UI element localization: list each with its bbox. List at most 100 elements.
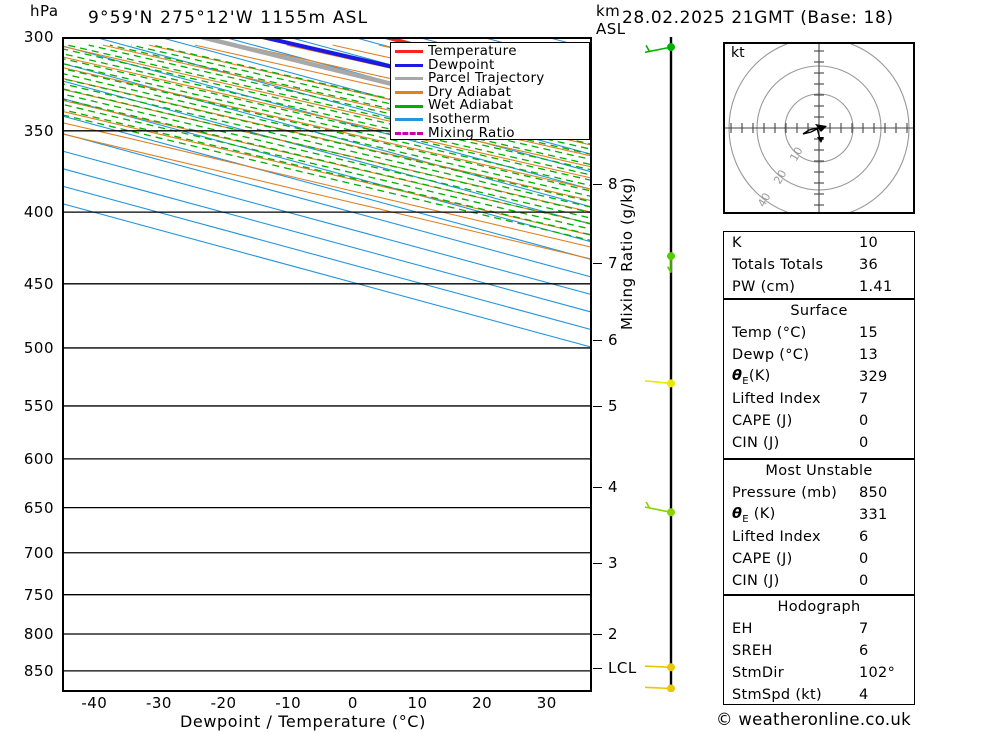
index-label: CIN (J): [732, 573, 780, 589]
panel-title: Surface: [790, 303, 848, 319]
altitude-tick-mark: [593, 406, 602, 407]
altitude-tick-mark: [593, 184, 602, 185]
index-row: CIN (J) 0: [724, 432, 914, 454]
basic-indices-panel: K 10 Totals Totals 36 PW (cm) 1.41: [723, 231, 915, 299]
legend-swatch: [395, 118, 423, 122]
index-value: 102°: [859, 665, 896, 681]
index-row: θE (K) 331: [724, 504, 914, 526]
index-value: 331: [859, 507, 888, 523]
index-row: CAPE (J) 0: [724, 410, 914, 432]
altitude-unit-label: km: [596, 2, 621, 20]
index-row: SREH 6: [724, 640, 914, 662]
index-value: 6: [859, 529, 869, 545]
pressure-tick-label: 600: [23, 449, 54, 468]
legend-item: Temperature: [395, 43, 589, 59]
pressure-tick-label: 750: [23, 585, 54, 604]
legend-item: Dry Adiabat: [395, 85, 589, 100]
hodograph-plot: 10 20 40: [723, 37, 915, 219]
legend-item: Dewpoint: [395, 56, 589, 73]
hodograph-marker-upper: [815, 124, 827, 132]
altitude-tick-mark: [593, 263, 602, 264]
hodograph-marker-lower: [817, 137, 824, 143]
index-label: SREH: [732, 643, 773, 659]
index-row: CAPE (J) 0: [724, 548, 914, 570]
temperature-tick-label: -10: [275, 694, 302, 712]
surface-parcel-panel: Surface Temp (°C) 15 Dewp (°C) 13 θE(K) 329 Lif…: [723, 299, 915, 459]
index-label: StmDir: [732, 665, 784, 681]
chart-legend: Temperature Dewpoint Parcel Trajectory Dry …: [390, 42, 590, 140]
hodograph-ring-label: 10: [787, 145, 805, 164]
legend-label: Mixing Ratio: [428, 124, 515, 141]
altitude-tick-label: 3: [608, 554, 619, 572]
index-value: 15: [859, 325, 879, 341]
pressure-tick-label: 800: [23, 624, 54, 643]
pressure-tick-label: 850: [23, 661, 54, 680]
index-row: Dewp (°C) 13: [724, 344, 914, 366]
hodograph-stats-panel: Hodograph EH 7 SREH 6 StmDir 102° StmSpd (kt) 4: [723, 595, 915, 705]
altitude-tick-label: 5: [608, 397, 619, 415]
pressure-tick-label: 400: [23, 203, 54, 222]
hodograph-ring-label: 40: [755, 191, 773, 210]
legend-swatch: [395, 131, 423, 135]
wind-barb-column: [636, 37, 717, 693]
index-row: Lifted Index 6: [724, 526, 914, 548]
legend-swatch: [395, 50, 423, 54]
index-row: PW (cm) 1.41: [724, 276, 914, 298]
altitude-tick-mark: [593, 340, 602, 341]
altitude-tick-label: 4: [608, 478, 619, 496]
temperature-tick-label: 0: [347, 694, 358, 712]
temperature-tick-label: -20: [210, 694, 237, 712]
index-label: CAPE (J): [732, 413, 793, 429]
pressure-unit-label: hPa: [30, 2, 59, 20]
index-row: K 10: [724, 232, 914, 254]
index-label: CIN (J): [732, 435, 780, 451]
hodograph-unit-label: kt: [731, 45, 745, 61]
panel-title: Most Unstable: [765, 463, 873, 479]
index-label: EH: [732, 621, 753, 637]
wind-barb: [666, 252, 675, 273]
altitude-tick-mark: [593, 563, 602, 564]
pressure-tick-label: 550: [23, 396, 54, 415]
pressure-tick-label: 700: [23, 543, 54, 562]
index-label: CAPE (J): [732, 551, 793, 567]
index-row: StmSpd (kt) 4: [724, 684, 914, 706]
temperature-tick-label: 30: [536, 694, 557, 712]
index-label: θE (K): [732, 505, 776, 525]
legend-item: Parcel Trajectory: [395, 72, 589, 86]
skewt-plot-svg: 12346810152025: [62, 37, 592, 672]
index-label: Dewp (°C): [732, 347, 810, 363]
index-value: 0: [859, 413, 869, 429]
index-label: StmSpd (kt): [732, 687, 822, 703]
index-value: 1.41: [859, 279, 893, 295]
legend-label: Dewpoint: [428, 56, 495, 73]
pressure-tick-label: 350: [23, 121, 54, 140]
asl-unit-label: ASL: [596, 20, 626, 38]
index-label: Pressure (mb): [732, 485, 838, 501]
temperature-tick-label: -40: [81, 694, 108, 712]
index-row: EH 7: [724, 618, 914, 640]
index-value: 850: [859, 485, 888, 501]
index-value: 13: [859, 347, 879, 363]
index-row: Lifted Index 7: [724, 388, 914, 410]
lcl-tick-mark: [593, 668, 602, 669]
pressure-tick-label: 300: [23, 28, 54, 46]
index-value: 10: [859, 235, 879, 251]
legend-label: Wet Adiabat: [428, 97, 514, 114]
isobar-lines: [62, 37, 592, 672]
legend-label: Temperature: [428, 43, 517, 59]
legend-item: Wet Adiabat: [395, 99, 589, 113]
pressure-tick-label: 500: [23, 338, 54, 357]
index-row: θE(K) 329: [724, 366, 914, 388]
index-label: Temp (°C): [732, 325, 807, 341]
mixing-ratio-axis-title: Mixing Ratio (g/kg): [618, 176, 636, 330]
legend-swatch: [395, 104, 423, 108]
legend-label: Isotherm: [428, 110, 491, 127]
wind-barb: [636, 41, 675, 54]
index-label: PW (cm): [732, 279, 796, 295]
most-unstable-panel: Most Unstable Pressure (mb) 850 θE (K) 331 Li…: [723, 459, 915, 595]
pressure-tick-label: 650: [23, 498, 54, 517]
legend-item: Isotherm: [395, 110, 589, 127]
temperature-tick-label: 20: [472, 694, 493, 712]
altitude-tick-mark: [593, 634, 602, 635]
index-value: 7: [859, 621, 869, 637]
